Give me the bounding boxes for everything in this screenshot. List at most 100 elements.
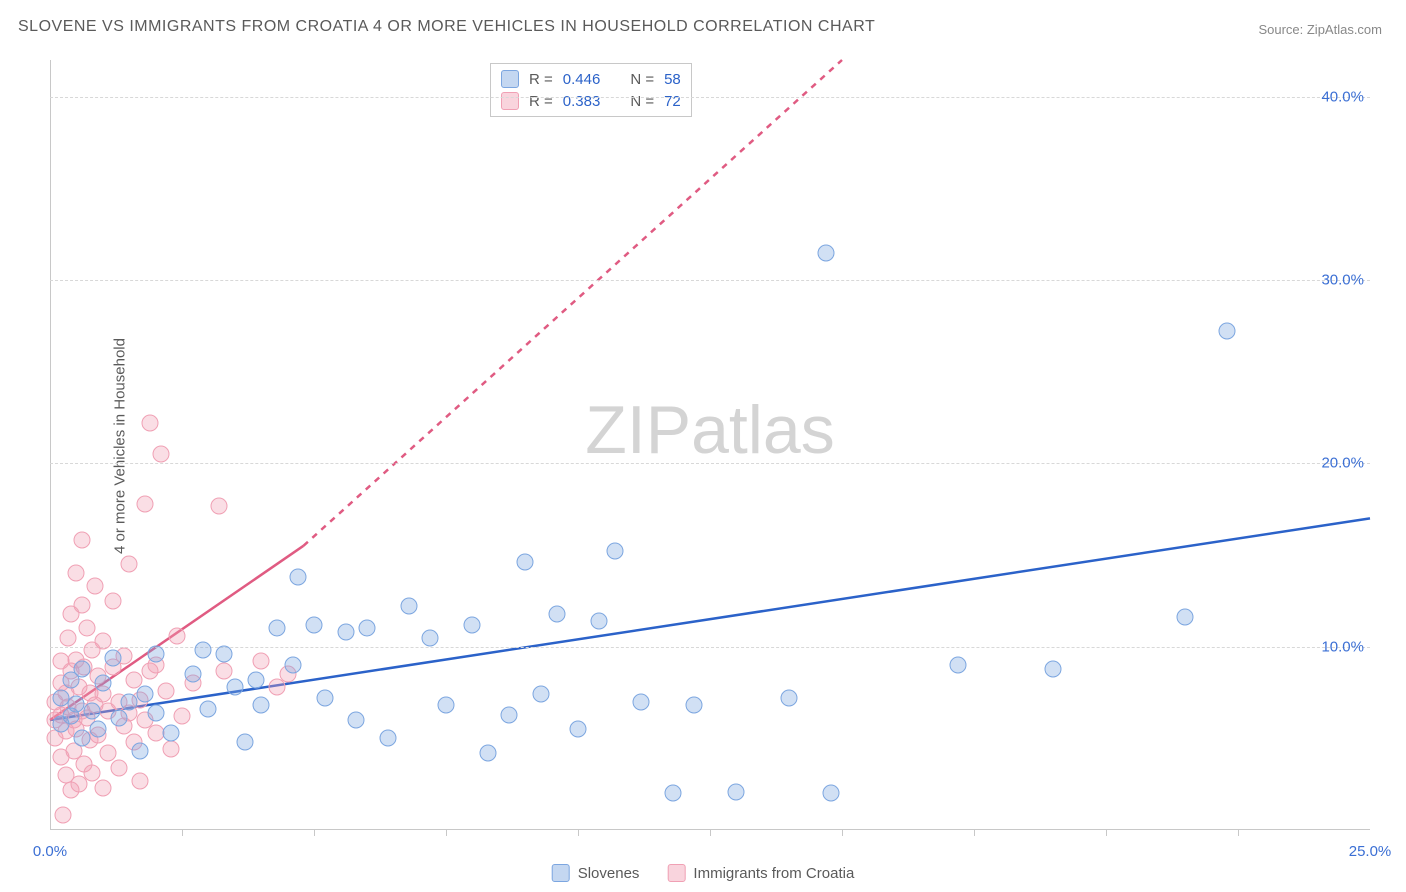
data-point (728, 783, 745, 800)
data-point (174, 708, 191, 725)
data-point (517, 554, 534, 571)
data-point (665, 785, 682, 802)
data-point (781, 690, 798, 707)
chart-plot-area: ZIPatlas R =0.446N =58R =0.383N =72 10.0… (50, 60, 1370, 830)
data-point (84, 702, 101, 719)
data-point (105, 592, 122, 609)
source-prefix: Source: (1258, 22, 1306, 37)
legend-label: Immigrants from Croatia (693, 865, 854, 882)
data-point (195, 642, 212, 659)
data-point (152, 446, 169, 463)
data-point (147, 704, 164, 721)
data-point (94, 675, 111, 692)
data-point (464, 616, 481, 633)
data-point (633, 693, 650, 710)
data-point (89, 721, 106, 738)
data-point (950, 657, 967, 674)
data-point (137, 686, 154, 703)
data-point (591, 613, 608, 630)
stat-r-label: R = (529, 93, 553, 110)
legend-item: Immigrants from Croatia (667, 864, 854, 882)
data-point (168, 627, 185, 644)
data-point (1177, 609, 1194, 626)
data-point (84, 765, 101, 782)
legend-swatch (552, 864, 570, 882)
data-point (68, 695, 85, 712)
data-point (1219, 323, 1236, 340)
data-point (142, 415, 159, 432)
source-attr: Source: ZipAtlas.com (1258, 22, 1382, 37)
grid-line (50, 97, 1370, 98)
data-point (121, 693, 138, 710)
legend-item: Slovenes (552, 864, 640, 882)
legend-swatch (501, 70, 519, 88)
grid-line (50, 647, 1370, 648)
data-point (1045, 660, 1062, 677)
x-tick-mark (578, 830, 579, 836)
legend-swatch (501, 92, 519, 110)
data-point (348, 712, 365, 729)
data-point (126, 671, 143, 688)
x-tick-mark (842, 830, 843, 836)
data-point (216, 662, 233, 679)
data-point (247, 671, 264, 688)
trend-line (50, 518, 1370, 720)
series-legend: Slovenes Immigrants from Croatia (552, 864, 855, 882)
legend-label: Slovenes (578, 865, 640, 882)
x-tick-mark (1238, 830, 1239, 836)
data-point (226, 679, 243, 696)
data-point (200, 701, 217, 718)
data-point (110, 759, 127, 776)
data-point (284, 657, 301, 674)
data-point (686, 697, 703, 714)
data-point (73, 730, 90, 747)
x-tick-mark (446, 830, 447, 836)
chart-title: SLOVENE VS IMMIGRANTS FROM CROATIA 4 OR … (18, 18, 875, 36)
data-point (184, 666, 201, 683)
data-point (358, 620, 375, 637)
data-point (121, 556, 138, 573)
data-point (480, 745, 497, 762)
data-point (337, 624, 354, 641)
data-point (237, 734, 254, 751)
data-point (548, 605, 565, 622)
stat-legend-row: R =0.383N =72 (501, 90, 681, 112)
trend-line (303, 60, 842, 546)
data-point (137, 495, 154, 512)
data-point (533, 686, 550, 703)
y-tick-label: 30.0% (1321, 272, 1364, 289)
x-tick-label: 25.0% (1349, 843, 1392, 860)
data-point (55, 807, 72, 824)
data-point (306, 616, 323, 633)
data-point (73, 532, 90, 549)
data-point (73, 596, 90, 613)
data-point (438, 697, 455, 714)
x-tick-mark (974, 830, 975, 836)
data-point (94, 779, 111, 796)
data-point (316, 690, 333, 707)
data-point (94, 633, 111, 650)
data-point (570, 721, 587, 738)
source-link[interactable]: ZipAtlas.com (1307, 22, 1382, 37)
data-point (401, 598, 418, 615)
stat-n-label: N = (630, 71, 654, 88)
stat-n-value: 58 (664, 71, 681, 88)
y-tick-label: 40.0% (1321, 88, 1364, 105)
data-point (73, 660, 90, 677)
stat-r-value: 0.383 (563, 93, 601, 110)
data-point (131, 772, 148, 789)
legend-swatch (667, 864, 685, 882)
trend-lines-layer (50, 60, 1370, 830)
data-point (78, 620, 95, 637)
stat-n-label: N = (630, 93, 654, 110)
data-point (818, 244, 835, 261)
data-point (86, 578, 103, 595)
data-point (379, 730, 396, 747)
stat-r-label: R = (529, 71, 553, 88)
data-point (253, 697, 270, 714)
stat-r-value: 0.446 (563, 71, 601, 88)
data-point (110, 710, 127, 727)
x-tick-mark (710, 830, 711, 836)
data-point (163, 741, 180, 758)
data-point (105, 649, 122, 666)
